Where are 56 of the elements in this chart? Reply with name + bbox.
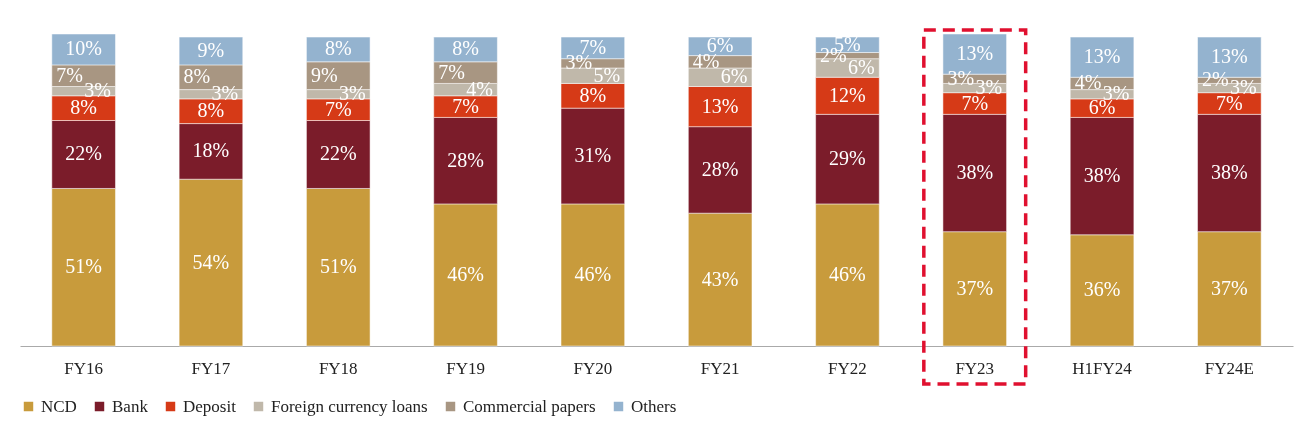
data-label: 6% [720, 65, 748, 88]
data-label: 22% [65, 142, 102, 165]
data-label: 46% [829, 262, 866, 285]
data-label: 8% [183, 65, 211, 88]
data-label: 28% [447, 148, 484, 171]
data-label: 22% [319, 142, 357, 165]
data-label: 13% [701, 94, 739, 117]
data-label: 5% [593, 63, 621, 86]
data-label: 8% [324, 37, 352, 60]
data-label: 37% [1211, 276, 1248, 299]
data-label: 13% [1083, 45, 1121, 68]
data-label: 7% [56, 63, 83, 86]
data-label: 13% [956, 42, 994, 65]
data-label: 38% [1083, 164, 1121, 187]
data-label: 28% [701, 157, 739, 180]
x-tick-label: FY21 [700, 358, 740, 378]
legend-label: Bank [112, 396, 149, 416]
data-label: 8% [197, 99, 225, 122]
legend-label: NCD [41, 396, 77, 416]
data-label: 12% [829, 83, 866, 106]
data-label: 38% [1211, 161, 1248, 184]
data-label: 37% [956, 276, 994, 299]
data-label: 10% [65, 37, 102, 60]
data-label: 9% [310, 63, 338, 86]
data-label: 6% [848, 55, 875, 78]
x-tick-label: H1FY24 [1072, 358, 1133, 378]
data-label: 43% [701, 267, 739, 290]
data-label: 51% [319, 255, 357, 278]
data-label: 13% [1211, 45, 1248, 68]
data-label: 38% [956, 161, 994, 184]
data-label: 46% [574, 262, 612, 285]
legend-label: Commercial papers [463, 396, 596, 416]
data-label: 54% [192, 250, 230, 273]
x-tick-label: FY17 [191, 358, 231, 378]
data-label: 9% [197, 38, 225, 61]
data-label: 4% [1074, 71, 1102, 94]
data-label: 46% [447, 262, 484, 285]
x-tick-label: FY22 [828, 358, 867, 378]
data-label: 36% [1083, 278, 1121, 301]
data-label: 8% [452, 37, 479, 60]
data-label: 8% [70, 96, 97, 119]
x-tick-label: FY24E [1204, 358, 1254, 378]
data-label: 29% [829, 147, 866, 170]
legend-label: Foreign currency loans [271, 396, 428, 416]
x-tick-label: FY16 [64, 358, 104, 378]
data-label: 7% [438, 60, 465, 83]
data-label: 31% [574, 144, 612, 167]
legend-label: Deposit [183, 396, 237, 416]
x-tick-label: FY23 [955, 358, 995, 378]
x-tick-label: FY19 [446, 358, 485, 378]
data-label: 51% [65, 255, 102, 278]
data-label: 18% [192, 139, 230, 162]
x-tick-label: FY20 [573, 358, 613, 378]
data-label: 8% [579, 83, 607, 106]
legend-label: Others [631, 396, 677, 416]
x-tick-label: FY18 [318, 358, 358, 378]
